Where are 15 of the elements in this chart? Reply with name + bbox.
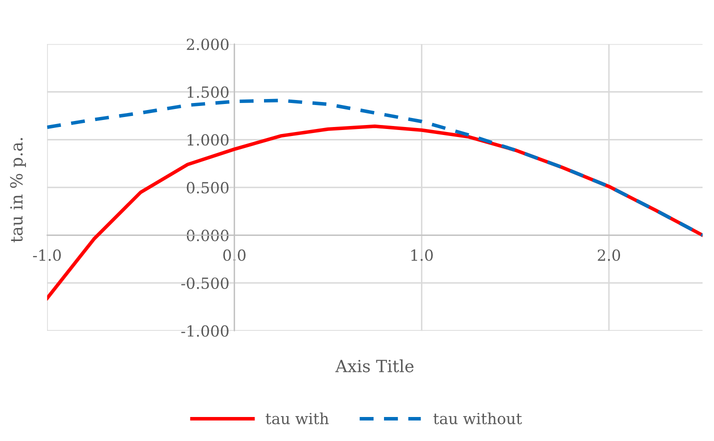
legend-label: tau without [433,412,522,424]
x-tick-label: -1.0 [33,249,61,261]
y-tick-label: 0.000 [186,230,229,242]
y-axis-title: tau in % p.a. [10,138,26,242]
y-tick-label: 0.500 [186,182,229,194]
x-tick-label: 2.0 [598,249,620,261]
y-tick-label: 2.000 [186,38,229,50]
y-tick-label: 1.500 [188,86,229,98]
x-axis-title: Axis Title [335,359,414,372]
legend-label: tau with [266,412,329,424]
x-tick-label: 0.0 [223,249,246,261]
x-tick-label: 1.0 [411,249,433,261]
y-tick-label: -1.000 [181,325,229,337]
y-tick-label: -0.500 [181,277,229,289]
y-tick-label: 1.000 [188,134,229,146]
